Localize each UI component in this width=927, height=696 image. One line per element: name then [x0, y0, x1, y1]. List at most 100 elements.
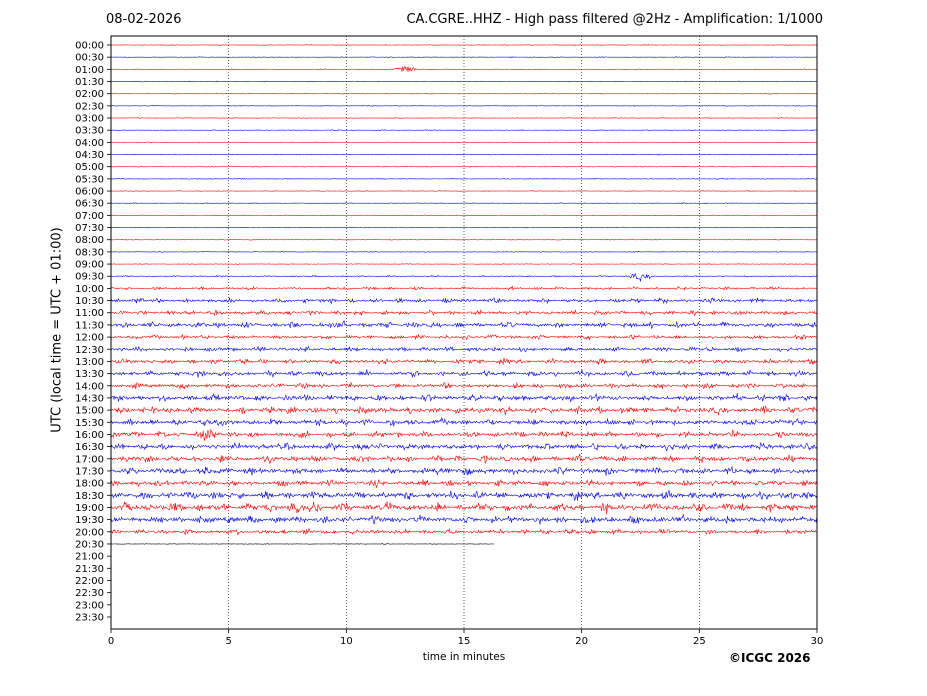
trace-01:30: [110, 80, 817, 83]
trace-15:30: [110, 416, 818, 427]
y-tick-label: 02:00: [75, 89, 104, 100]
y-tick-label: 23:30: [75, 612, 104, 623]
x-tick-label: 15: [458, 636, 471, 647]
y-tick-label: 17:00: [75, 454, 104, 465]
y-tick-label: 16:30: [75, 442, 104, 453]
copyright-label: ©ICGC 2026: [729, 651, 811, 665]
y-tick-label: 12:00: [75, 333, 104, 344]
x-tick-label: 5: [225, 636, 231, 647]
y-tick-label: 03:00: [75, 114, 104, 125]
trace-12:00: [110, 333, 817, 341]
y-tick-label: 17:30: [75, 466, 104, 477]
x-tick-label: 0: [108, 636, 114, 647]
trace-07:00: [110, 214, 817, 217]
trace-07:30: [110, 226, 817, 229]
y-tick-label: 19:30: [75, 515, 104, 526]
trace-13:30: [110, 369, 817, 379]
y-tick-label: 13:00: [75, 357, 104, 368]
y-tick-label: 04:30: [75, 150, 104, 161]
x-tick-label: 10: [340, 636, 353, 647]
y-tick-label: 04:00: [75, 138, 104, 149]
y-tick-label: 08:30: [75, 247, 104, 258]
trace-04:30: [110, 153, 817, 156]
trace-00:30: [110, 56, 817, 59]
y-tick-label: 16:00: [75, 430, 104, 441]
trace-05:30: [110, 178, 817, 180]
y-tick-label: 18:00: [75, 479, 104, 490]
date-label: 08-02-2026: [106, 12, 182, 27]
y-tick-label: 15:00: [75, 406, 104, 417]
trace-08:00: [110, 238, 817, 241]
y-tick-label: 22:30: [75, 588, 104, 599]
y-tick-label: 07:00: [75, 211, 104, 222]
trace-06:00: [110, 190, 817, 192]
x-tick-label: 20: [575, 636, 588, 647]
trace-16:30: [110, 441, 818, 452]
y-tick-label: 18:30: [75, 491, 104, 502]
y-tick-label: 20:30: [75, 539, 104, 550]
y-tick-label: 15:30: [75, 418, 104, 429]
y-tick-label: 23:00: [75, 600, 104, 611]
y-tick-label: 09:30: [75, 272, 104, 283]
y-tick-label: 07:30: [75, 223, 104, 234]
trace-09:00: [110, 263, 817, 265]
y-tick-label: 14:30: [75, 393, 104, 404]
y-tick-label: 19:00: [75, 503, 104, 514]
x-axis-label: time in minutes: [422, 651, 506, 663]
y-tick-label: 14:00: [75, 381, 104, 392]
trace-12:30: [110, 345, 817, 353]
y-tick-label: 10:00: [75, 284, 104, 295]
trace-05:00: [110, 165, 817, 168]
y-tick-label: 09:00: [75, 260, 104, 271]
trace-14:00: [110, 381, 817, 390]
trace-17:30: [110, 465, 818, 476]
trace-16:00: [110, 428, 817, 441]
y-tick-label: 05:00: [75, 162, 104, 173]
trace-19:00: [110, 501, 817, 515]
trace-15:00: [110, 405, 818, 416]
y-axis-label: UTC (local time = UTC + 01:00): [49, 227, 65, 433]
y-tick-label: 01:30: [75, 77, 104, 88]
y-tick-label: 08:00: [75, 235, 104, 246]
trace-00:00: [110, 44, 817, 46]
y-tick-label: 11:00: [75, 308, 104, 319]
trace-11:00: [110, 308, 817, 317]
trace-11:30: [110, 320, 817, 330]
y-tick-label: 02:30: [75, 101, 104, 112]
y-tick-label: 03:30: [75, 126, 104, 137]
y-tick-label: 10:30: [75, 296, 104, 307]
trace-18:30: [110, 489, 818, 502]
trace-02:30: [110, 104, 817, 107]
y-tick-label: 06:30: [75, 199, 104, 210]
trace-20:00: [110, 527, 817, 536]
trace-06:30: [110, 202, 817, 205]
trace-02:00: [110, 92, 817, 95]
chart-title: CA.CGRE..HHZ - High pass filtered @2Hz -…: [406, 12, 823, 27]
trace-19:30: [110, 513, 818, 525]
trace-17:00: [110, 454, 817, 464]
y-tick-label: 12:30: [75, 345, 104, 356]
y-tick-label: 11:30: [75, 320, 104, 331]
trace-01:00: [110, 65, 817, 72]
y-tick-label: 05:30: [75, 174, 104, 185]
y-tick-label: 22:00: [75, 576, 104, 587]
trace-08:30: [110, 250, 817, 253]
trace-10:00: [110, 285, 817, 291]
trace-03:00: [110, 117, 817, 119]
trace-13:00: [110, 357, 817, 366]
trace-18:00: [110, 478, 818, 488]
y-tick-label: 01:00: [75, 65, 104, 76]
y-tick-label: 13:30: [75, 369, 104, 380]
y-tick-label: 20:00: [75, 527, 104, 538]
x-tick-label: 30: [811, 636, 824, 647]
y-tick-label: 00:00: [75, 41, 104, 52]
y-tick-label: 21:00: [75, 552, 104, 563]
x-tick-label: 25: [693, 636, 706, 647]
trace-14:30: [110, 392, 818, 403]
trace-20:30: [110, 543, 495, 545]
y-tick-label: 00:30: [75, 53, 104, 64]
y-tick-label: 06:00: [75, 187, 104, 198]
y-tick-label: 21:30: [75, 564, 104, 575]
trace-09:30: [110, 272, 817, 283]
